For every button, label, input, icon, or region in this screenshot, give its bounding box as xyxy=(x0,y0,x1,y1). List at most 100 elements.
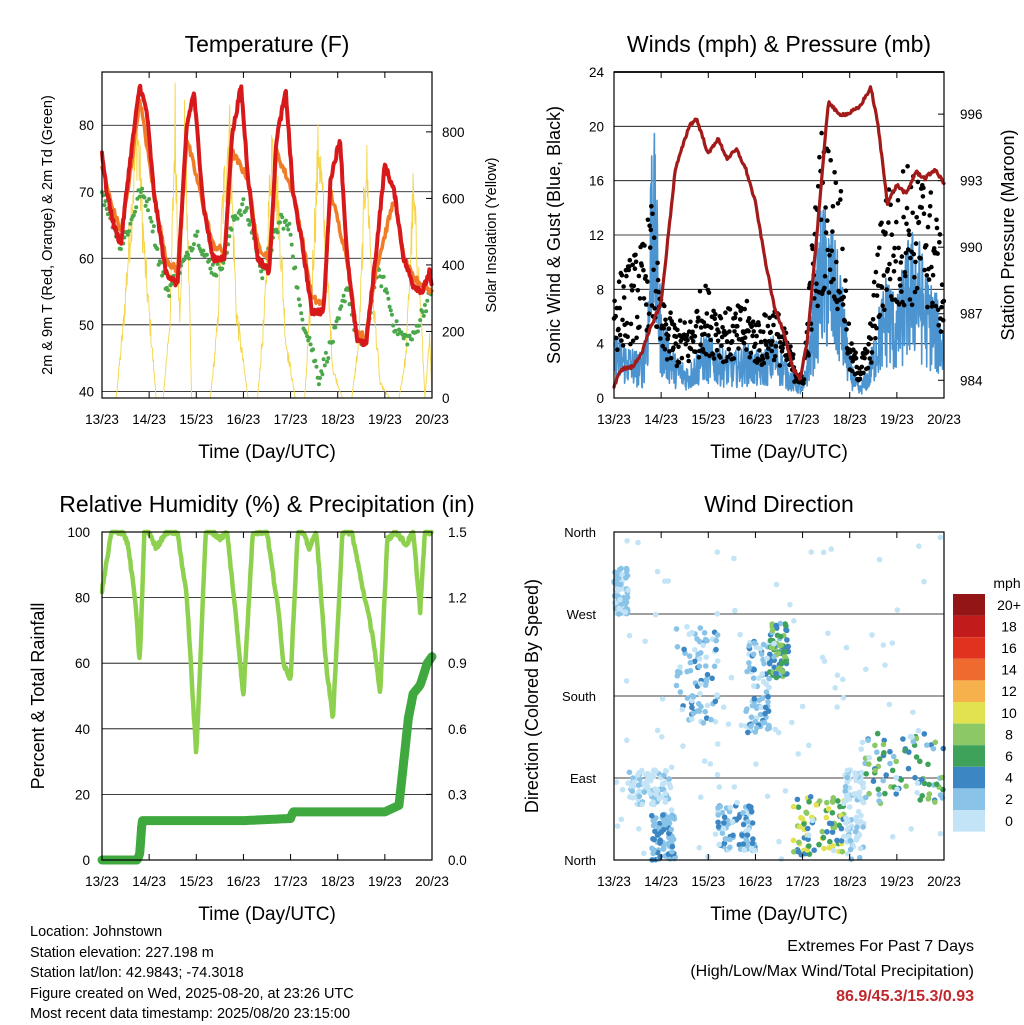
wind-direction-point xyxy=(789,719,795,726)
gust-point xyxy=(750,319,756,325)
wind-direction-point xyxy=(876,798,882,804)
wind-direction-point xyxy=(937,534,944,541)
wind-direction-point xyxy=(760,679,767,685)
wind-direction-point xyxy=(745,827,751,833)
dewpoint-point xyxy=(379,284,384,289)
y-axis-label: Direction (Colored By Speed) xyxy=(522,579,542,813)
gust-point xyxy=(728,352,733,357)
wind-direction-point xyxy=(863,771,869,777)
gust-point xyxy=(631,283,637,289)
gust-point xyxy=(694,308,700,314)
wind-direction-point xyxy=(820,834,827,841)
wind-direction-point xyxy=(665,578,671,584)
x-tick-label: 14/23 xyxy=(644,874,678,889)
wind-direction-point xyxy=(634,772,641,778)
recent-timestamp: Most recent data timestamp: 2025/08/20 2… xyxy=(30,1006,351,1022)
wind-direction-point xyxy=(811,847,817,853)
wind-direction-point xyxy=(880,777,886,784)
gust-point xyxy=(647,223,652,228)
legend-label: 8 xyxy=(1005,726,1013,742)
gust-point xyxy=(696,355,702,360)
gust-point xyxy=(714,347,720,353)
dewpoint-point xyxy=(149,219,154,224)
gust-point xyxy=(723,310,728,316)
gust-point xyxy=(882,307,887,313)
wind-direction-point xyxy=(751,666,757,673)
wind-direction-point xyxy=(727,804,734,811)
wind-direction-point xyxy=(775,666,782,672)
wind-direction-point xyxy=(834,704,840,710)
wind-direction-point xyxy=(714,632,721,638)
dewpoint-point xyxy=(196,243,201,248)
wind-direction-point xyxy=(668,826,675,833)
gust-point xyxy=(714,321,719,327)
wind-direction-point xyxy=(856,832,863,838)
wind-direction-point xyxy=(809,817,816,824)
dewpoint-point xyxy=(158,260,163,265)
wind-direction-point xyxy=(727,836,733,843)
wind-direction-point xyxy=(713,646,719,653)
dewpoint-point xyxy=(418,318,423,323)
wind-direction-point xyxy=(778,642,784,648)
gust-point xyxy=(865,365,871,371)
x-tick-label: 13/23 xyxy=(85,412,119,427)
gust-point xyxy=(904,221,909,227)
gust-point xyxy=(939,304,944,310)
gust-point xyxy=(835,306,840,312)
wind-direction-point xyxy=(673,626,680,632)
wind-direction-point xyxy=(714,771,721,778)
gust-point xyxy=(905,164,910,169)
wind-direction-point xyxy=(823,814,830,821)
gust-point xyxy=(757,348,762,353)
wind-direction-point xyxy=(845,825,852,831)
dewpoint-point xyxy=(386,296,391,301)
gust-point xyxy=(624,273,629,279)
dewpoint-point xyxy=(385,290,390,295)
x-tick-label: 20/23 xyxy=(415,412,449,427)
wind-direction-point xyxy=(736,841,743,848)
wind-direction-point xyxy=(660,812,666,818)
wind-direction-point xyxy=(647,790,654,797)
wind-direction-point xyxy=(636,793,643,800)
wind-direction-point xyxy=(715,812,721,818)
gust-point xyxy=(870,317,876,322)
gust-point xyxy=(753,341,758,347)
gust-point xyxy=(686,358,691,364)
plot-frame xyxy=(101,531,433,861)
y-tick-label: 12 xyxy=(589,228,604,243)
dewpoint-point xyxy=(278,220,282,225)
gust-point xyxy=(898,260,904,265)
gust-point xyxy=(741,340,747,346)
wind-direction-point xyxy=(840,800,847,807)
dewpoint-point xyxy=(275,230,280,235)
gust-point xyxy=(685,353,691,359)
total-precipitation-line xyxy=(97,652,437,865)
wind-direction-point xyxy=(874,730,881,737)
gust-point xyxy=(626,267,631,273)
gust-point xyxy=(770,339,775,344)
wind-direction-point xyxy=(806,742,812,749)
dewpoint-point xyxy=(342,299,347,304)
wind-direction-point xyxy=(618,581,624,588)
dewpoint-point xyxy=(303,330,308,335)
gust-point xyxy=(831,277,836,282)
gust-point xyxy=(900,169,906,174)
dewpoint-point xyxy=(201,248,206,253)
gust-point xyxy=(702,331,707,337)
wind-direction-point xyxy=(764,655,770,661)
gust-point xyxy=(629,288,635,293)
wind-direction-point xyxy=(696,844,703,851)
wind-direction-point xyxy=(659,696,666,702)
gust-point xyxy=(709,325,714,331)
gust-point xyxy=(668,310,673,316)
dewpoint-point xyxy=(314,364,319,369)
wind-direction-point xyxy=(772,726,779,733)
y-tick-label: South xyxy=(562,689,596,704)
gust-point xyxy=(655,277,661,283)
wind-direction-point xyxy=(894,607,901,613)
gust-point xyxy=(749,323,755,329)
gust-point xyxy=(892,245,897,251)
gust-point xyxy=(663,317,668,323)
wind-direction-point xyxy=(760,641,767,648)
